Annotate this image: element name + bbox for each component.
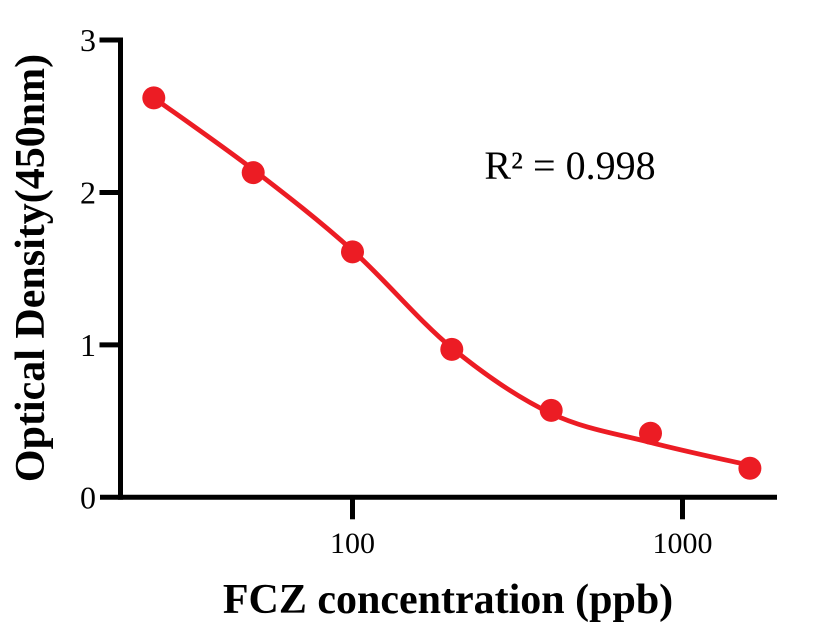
data-point — [241, 161, 265, 185]
fit-curve-line — [151, 95, 753, 468]
axis-tick-labels: 0 1 2 3 100 1000 — [80, 22, 713, 560]
x-tick-label: 100 — [330, 527, 375, 560]
data-points — [142, 86, 762, 480]
x-tick-label: 1000 — [653, 527, 713, 560]
r-squared-annotation: R² = 0.998 — [484, 143, 655, 188]
y-tick-label: 1 — [80, 327, 96, 363]
data-point — [142, 86, 166, 110]
axes — [100, 37, 777, 500]
data-point — [341, 240, 364, 264]
y-tick-label: 2 — [80, 174, 96, 210]
y-tick-label: 3 — [80, 22, 96, 58]
x-axis-title: FCZ concentration (ppb) — [223, 577, 673, 623]
axis-ticks — [99, 37, 685, 520]
data-point — [539, 398, 563, 422]
y-tick-label: 0 — [80, 479, 96, 515]
y-axis-title: Optical Density(450nm) — [8, 54, 54, 482]
data-point — [639, 421, 662, 445]
data-point — [738, 456, 762, 480]
data-point — [440, 337, 464, 361]
